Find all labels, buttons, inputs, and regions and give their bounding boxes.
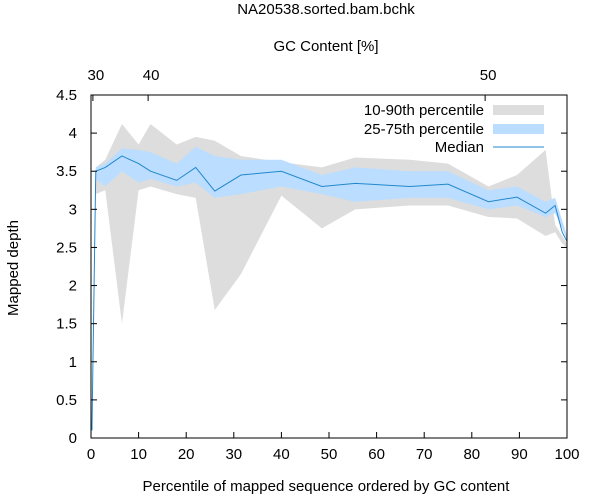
x-tick-label: 80 bbox=[463, 446, 480, 463]
y-tick-label: 0 bbox=[69, 430, 77, 447]
axis-ticks: 0 10 20 30 40 50 60 70 80 90 100 0 0.5 1 1.5 2 2.5 3 3.5 4 4… bbox=[56, 67, 579, 463]
y-tick-label: 0.5 bbox=[56, 392, 77, 409]
median-lines bbox=[91, 155, 568, 431]
legend-label: 10-90th percentile bbox=[364, 102, 484, 119]
y-tick-label: 3 bbox=[69, 201, 77, 218]
x-tick-label: 20 bbox=[178, 446, 195, 463]
chart-title: NA20538.sorted.bam.bchk bbox=[237, 1, 415, 18]
x2-tick-label: 50 bbox=[480, 67, 497, 84]
x-tick-label: 90 bbox=[511, 446, 528, 463]
y-tick-label: 2 bbox=[69, 278, 77, 295]
y-tick-label: 1.5 bbox=[56, 316, 77, 333]
percentile-bands bbox=[91, 123, 567, 439]
x-tick-label: 60 bbox=[368, 446, 385, 463]
x-tick-label: 50 bbox=[321, 446, 338, 463]
y-tick-label: 4 bbox=[69, 125, 77, 142]
y-tick-label: 1 bbox=[69, 354, 77, 371]
x-tick-label: 0 bbox=[87, 446, 95, 463]
y-axis-label: Mapped depth bbox=[5, 220, 22, 316]
x2-tick-label: 40 bbox=[143, 67, 160, 84]
x-tick-label: 70 bbox=[416, 446, 433, 463]
band-series-0 bbox=[91, 123, 567, 439]
legend-label: 25-75th percentile bbox=[364, 121, 484, 138]
x-tick-label: 40 bbox=[273, 446, 290, 463]
legend-label: Median bbox=[435, 139, 484, 156]
legend-swatch bbox=[493, 105, 544, 115]
median-line bbox=[91, 155, 568, 431]
y-tick-label: 2.5 bbox=[56, 239, 77, 256]
x-axis-label: Percentile of mapped sequence ordered by… bbox=[143, 478, 511, 495]
x-tick-label: 100 bbox=[554, 446, 579, 463]
legend: 10-90th percentile 25-75th percentileMedi… bbox=[364, 102, 544, 156]
x-tick-label: 10 bbox=[130, 446, 147, 463]
x2-tick-label: 30 bbox=[88, 67, 105, 84]
legend-swatch bbox=[493, 124, 544, 134]
y-tick-label: 4.5 bbox=[56, 87, 77, 104]
y-tick-label: 3.5 bbox=[56, 163, 77, 180]
x2-axis-label: GC Content [%] bbox=[273, 38, 378, 55]
x-tick-label: 30 bbox=[225, 446, 242, 463]
band-series-1 bbox=[91, 146, 567, 438]
